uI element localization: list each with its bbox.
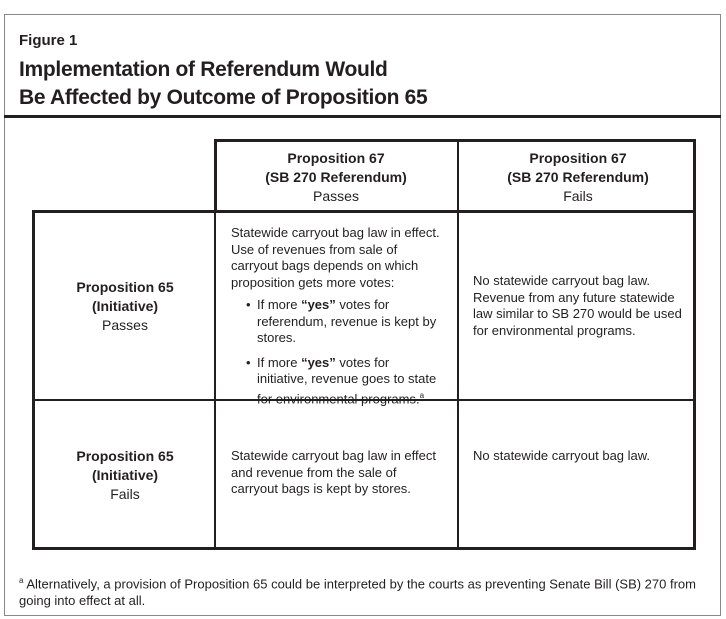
- column-header: Proposition 67 (SB 270 Referendum) Fails: [458, 149, 698, 206]
- row-header-title: Proposition 65: [76, 448, 174, 464]
- text: No statewide carryout bag law. Revenue f…: [473, 273, 682, 338]
- emphasis: “yes”: [301, 354, 336, 370]
- text: No statewide carryout bag law.: [473, 448, 651, 463]
- table-cell: Statewide carryout bag law in effect and…: [217, 448, 454, 548]
- cell-content: Statewide carryout bag law in effect and…: [231, 448, 440, 498]
- text: If more: [257, 297, 302, 312]
- text: If more: [257, 354, 302, 370]
- footnote: a Alternatively, a provision of Proposit…: [19, 572, 709, 609]
- table-body-box: [32, 210, 696, 550]
- title-line: Implementation of Referendum Would: [19, 58, 388, 81]
- footnote-text: Alternatively, a provision of Propositio…: [19, 576, 696, 609]
- column-header-status: Fails: [563, 188, 593, 204]
- figure-title: Implementation of Referendum Would Be Af…: [19, 56, 428, 112]
- cell-content: No statewide carryout bag law.: [473, 448, 682, 465]
- cell-content: No statewide carryout bag law. Revenue f…: [473, 273, 682, 339]
- column-divider: [457, 139, 459, 550]
- emphasis: “yes”: [301, 297, 336, 312]
- figure-label: Figure 1: [19, 32, 78, 49]
- column-header: Proposition 67 (SB 270 Referendum) Passes: [216, 149, 456, 206]
- row-header-status: Passes: [102, 317, 148, 333]
- text: Statewide carryout bag law in effect. Us…: [231, 225, 440, 290]
- text: Statewide carryout bag law in effect and…: [231, 448, 436, 496]
- footnote-marker: a: [19, 576, 24, 585]
- row-header: Proposition 65 (Initiative) Passes: [35, 278, 215, 335]
- paragraph: No statewide carryout bag law.: [473, 448, 682, 465]
- column-header-subtitle: (SB 270 Referendum): [265, 169, 407, 185]
- text: votes for referendum, revenue is kept by…: [257, 297, 437, 345]
- table-cell: No statewide carryout bag law. Revenue f…: [459, 213, 696, 399]
- row-header-status: Fails: [110, 486, 140, 502]
- row-header-subtitle: (Initiative): [91, 298, 159, 314]
- column-header-title: Proposition 67: [529, 150, 627, 166]
- paragraph: Statewide carryout bag law in effect. Us…: [231, 225, 442, 291]
- table-cell: Statewide carryout bag law in effect. Us…: [217, 225, 454, 406]
- cell-content: Statewide carryout bag law in effect. Us…: [231, 225, 442, 407]
- bullet-item: If more “yes” votes for referendum, reve…: [246, 297, 442, 347]
- column-header-title: Proposition 67: [287, 150, 385, 166]
- paragraph: No statewide carryout bag law. Revenue f…: [473, 273, 682, 339]
- column-header-subtitle: (SB 270 Referendum): [507, 169, 649, 185]
- row-header-subtitle: (Initiative): [91, 467, 159, 483]
- row-header: Proposition 65 (Initiative) Fails: [35, 447, 215, 504]
- bullet-item: If more “yes” votes for initiative, reve…: [246, 354, 442, 408]
- note-marker: a: [419, 390, 425, 400]
- paragraph: Statewide carryout bag law in effect and…: [231, 448, 440, 498]
- figure-frame: [4, 14, 721, 616]
- column-divider: [214, 210, 216, 550]
- column-header-status: Passes: [313, 188, 359, 204]
- title-rule: [4, 115, 721, 118]
- bullet-list: If more “yes” votes for referendum, reve…: [231, 297, 442, 407]
- row-header-title: Proposition 65: [76, 279, 174, 295]
- text: votes for initiative, revenue goes to st…: [257, 354, 437, 406]
- title-line: Be Affected by Outcome of Proposition 65: [19, 86, 428, 109]
- table-cell: No statewide carryout bag law.: [459, 448, 696, 548]
